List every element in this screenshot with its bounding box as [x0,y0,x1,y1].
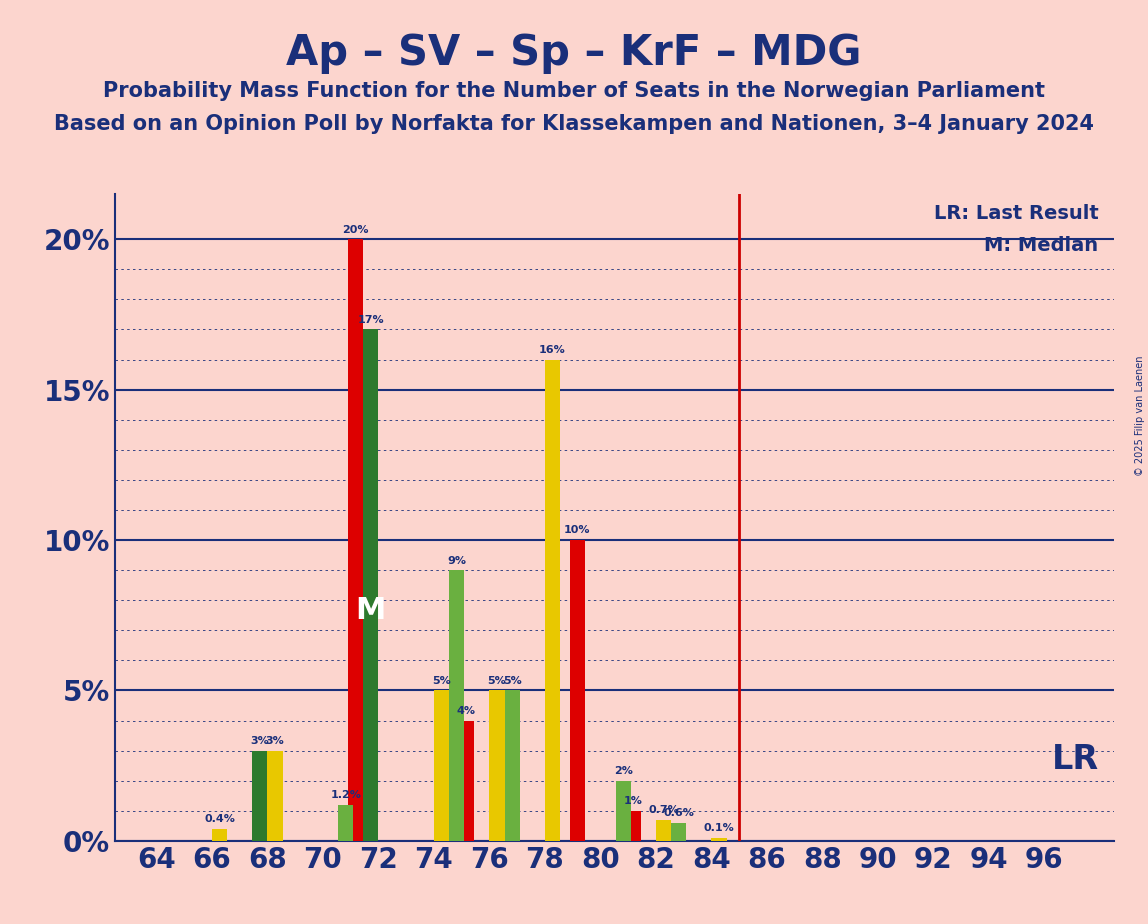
Text: 10%: 10% [564,526,591,536]
Text: M: M [356,596,386,626]
Text: 9%: 9% [448,555,466,565]
Text: 1.2%: 1.2% [331,790,362,800]
Bar [569,540,585,841]
Text: 5%: 5% [488,676,506,686]
Bar [212,829,227,841]
Bar [489,690,505,841]
Bar [348,239,363,841]
Bar [505,690,520,841]
Text: 0.6%: 0.6% [664,808,695,819]
Text: Probability Mass Function for the Number of Seats in the Norwegian Parliament: Probability Mass Function for the Number… [103,81,1045,102]
Bar [545,359,560,841]
Text: M: Median: M: Median [985,236,1099,255]
Bar [656,820,672,841]
Text: 16%: 16% [540,345,566,355]
Text: © 2025 Filip van Laenen: © 2025 Filip van Laenen [1135,356,1145,476]
Bar [363,330,379,841]
Text: 3%: 3% [250,736,269,746]
Text: 2%: 2% [614,766,633,776]
Bar [712,838,727,841]
Bar [626,810,641,841]
Text: 1%: 1% [623,796,643,807]
Text: 0.4%: 0.4% [204,814,235,824]
Bar [449,570,465,841]
Bar [459,721,474,841]
Text: Based on an Opinion Poll by Norfakta for Klassekampen and Nationen, 3–4 January : Based on an Opinion Poll by Norfakta for… [54,114,1094,134]
Text: 17%: 17% [357,315,385,325]
Text: LR: LR [1052,743,1099,776]
Bar [267,750,282,841]
Text: 0.1%: 0.1% [704,823,735,833]
Text: 20%: 20% [342,225,369,235]
Text: Ap – SV – Sp – KrF – MDG: Ap – SV – Sp – KrF – MDG [286,32,862,74]
Bar [253,750,267,841]
Bar [339,805,354,841]
Text: 4%: 4% [457,706,476,716]
Text: 0.7%: 0.7% [649,806,678,815]
Text: 3%: 3% [265,736,285,746]
Text: 5%: 5% [503,676,521,686]
Bar [434,690,449,841]
Bar [672,822,687,841]
Bar [615,781,630,841]
Text: 5%: 5% [432,676,451,686]
Text: LR: Last Result: LR: Last Result [933,204,1099,223]
